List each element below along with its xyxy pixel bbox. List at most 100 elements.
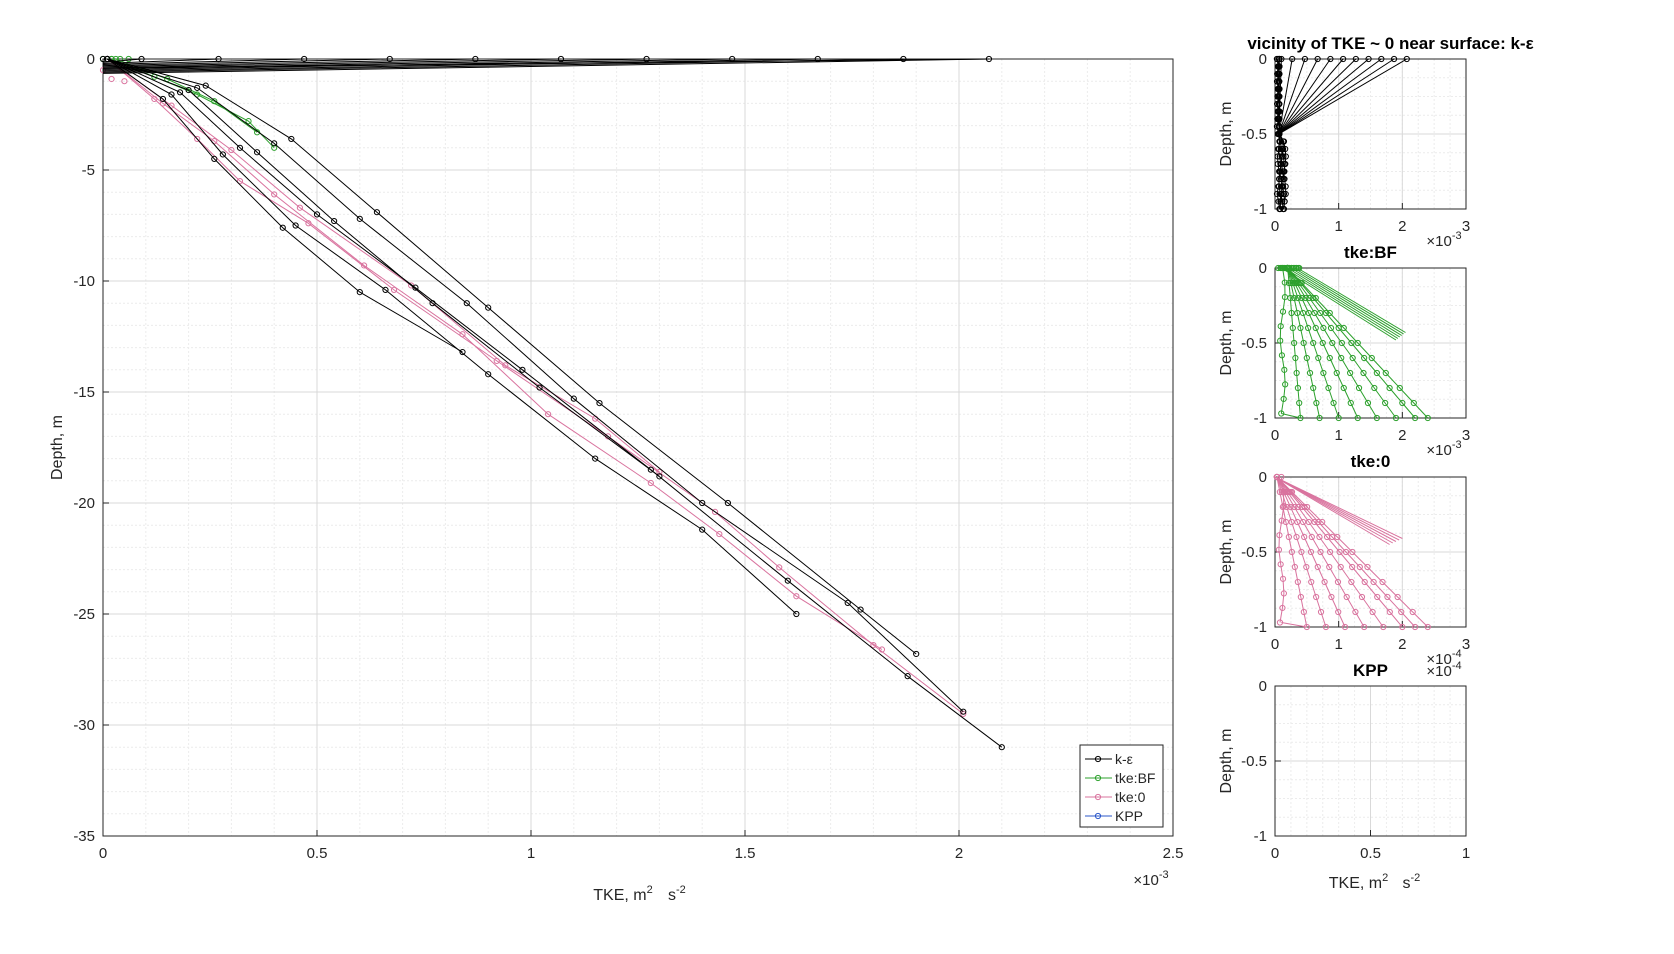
tke-bf-profile-4-marker xyxy=(1320,324,1327,332)
y-tick-label: 0 xyxy=(1259,469,1267,486)
series-0-profile-1-marker xyxy=(463,300,470,307)
x-scale-label: ×10-3 xyxy=(1426,439,1461,459)
tke-0-profile-2-marker xyxy=(1328,593,1335,601)
y-tick-label: -1 xyxy=(1254,410,1267,427)
series-0-profile-5-marker xyxy=(279,224,286,231)
tke-0-profile-1-marker xyxy=(1322,623,1330,631)
tke-0-profile-0-marker xyxy=(1300,608,1307,616)
tke-bf-profile-0-marker xyxy=(1288,309,1295,317)
tke-bf-profile-2-marker xyxy=(1299,309,1307,317)
tke-bf-profile-5-marker xyxy=(1382,399,1389,407)
tke-0-profile-1-marker xyxy=(1308,578,1315,586)
series-0-profile-2-marker xyxy=(699,526,706,533)
fan-line xyxy=(1278,58,1306,135)
y-axis-label: Depth, m xyxy=(1218,729,1235,794)
k-eps-top-line xyxy=(102,58,989,69)
tke-0-profile-0-marker xyxy=(1276,488,1284,496)
y-tick-label: -5 xyxy=(82,162,95,179)
series-2-profile-0-marker xyxy=(236,178,244,185)
tke-0-profile-3-marker xyxy=(1299,518,1307,526)
series-0-profile-0-marker xyxy=(784,577,791,584)
tke-0-profile-7-marker xyxy=(1379,578,1386,586)
tke-bf-profile-4-marker xyxy=(1364,399,1372,407)
tke-bf-near-zero-marker xyxy=(1277,323,1284,330)
near-zero-profile-marker xyxy=(1280,168,1287,175)
x-tick-label: 2 xyxy=(955,845,963,862)
x-axis-label: TKE, m2 xyxy=(1329,872,1388,892)
y-tick-label: -1 xyxy=(1254,828,1267,845)
tke-bf-fan-line xyxy=(1284,267,1399,339)
tke-bf-profile-3-marker xyxy=(1340,384,1347,392)
tke-bf-profile-7-marker xyxy=(1368,354,1375,362)
tke-0-profile-2-marker xyxy=(1314,563,1321,571)
y-tick-label: 0 xyxy=(1259,51,1267,68)
series-1-profile-1-marker xyxy=(211,98,218,105)
tke-bf-surface-marker xyxy=(1275,264,1282,272)
series-0-profile-1-marker xyxy=(194,84,201,91)
tke-0-profile-4-marker xyxy=(1326,548,1334,556)
x-scale-label: ×10-3 xyxy=(1426,230,1461,250)
y-tick-label: -1 xyxy=(1254,619,1267,636)
tke-bf-profile-0-marker xyxy=(1292,354,1299,362)
tke-bf-surface-marker xyxy=(1283,264,1291,272)
tke-0-profile-4-marker xyxy=(1337,563,1344,571)
y-tick-label: 0 xyxy=(1259,260,1267,277)
tke-bf-profile-1-marker xyxy=(1287,279,1295,287)
tke-bf-profile-5-marker xyxy=(1306,294,1313,302)
fan-line xyxy=(1278,58,1319,135)
tke-bf-surface-marker xyxy=(1295,264,1302,272)
tke-0-profile-3-marker xyxy=(1308,533,1315,541)
legend-label: tke:BF xyxy=(1115,770,1155,786)
fan-marker xyxy=(1365,55,1372,63)
surface-fan-line xyxy=(102,58,818,72)
tke-bf-profile-6 xyxy=(1286,267,1416,419)
fan-marker xyxy=(1314,55,1321,63)
y-tick-label: -0.5 xyxy=(1241,544,1267,561)
series-0-profile-0-marker xyxy=(647,466,654,473)
series-0-profile-0-marker xyxy=(236,144,244,151)
tke-bf-profile-6-marker xyxy=(1411,414,1419,422)
series-0-profile-2-marker xyxy=(168,91,175,98)
tke-0-profile-4 xyxy=(1276,476,1384,628)
near-zero-profile-marker xyxy=(1280,205,1287,213)
tke-bf-near-zero-marker xyxy=(1277,337,1284,344)
tke-bf-profile-7-marker xyxy=(1424,414,1431,422)
tke-0-profile-1-marker xyxy=(1313,593,1320,601)
tke-bf-profile-4-marker xyxy=(1338,354,1345,362)
tke-0-profile-3 xyxy=(1276,476,1365,628)
series-1-profile-0-marker xyxy=(271,144,278,151)
y-tick-label: -25 xyxy=(73,606,95,623)
legend-swatch-marker xyxy=(1094,774,1102,782)
series-0-profile-1-marker xyxy=(271,140,278,147)
legend: k-ε tke:BF tke:0 KPP xyxy=(1079,744,1164,828)
tke-0-profile-6-marker xyxy=(1398,608,1405,616)
tke-bf-profile-0-marker xyxy=(1296,399,1303,407)
x-tick-label: 3 xyxy=(1462,427,1470,444)
series-2-profile-2-marker xyxy=(502,362,509,369)
x-scale-label: ×10-4 xyxy=(1426,660,1461,680)
tke-bf-profile-2-marker xyxy=(1289,279,1296,287)
surface-fan-line xyxy=(102,58,305,66)
near-zero-profile-marker xyxy=(1274,70,1281,78)
series-2-profile-1-marker xyxy=(159,100,167,107)
near-zero-profile-marker xyxy=(1275,93,1283,100)
x-axis-label-units: s-2 xyxy=(668,884,686,904)
series-0-profile-5-marker xyxy=(211,155,218,162)
near-zero-profile-marker xyxy=(1276,100,1283,108)
near-zero-profile-marker xyxy=(1274,115,1281,123)
near-zero-profile-marker xyxy=(1274,100,1281,108)
tke-bf-profile-2-marker xyxy=(1315,354,1322,362)
tke-0-profile-1-marker xyxy=(1303,563,1310,571)
tke-bf-profile-7-marker xyxy=(1312,294,1319,302)
legend-swatch-marker xyxy=(1094,793,1102,801)
axes-frame xyxy=(1274,476,1467,628)
k-epsilon-inset-chart: 0 1 2 3 0 -0.5 -1 Depth, m vicinity of TKE ~ 0 n… xyxy=(1218,34,1534,250)
tke-bf-profile-0-marker xyxy=(1285,279,1293,287)
near-zero-profile-marker xyxy=(1275,198,1282,205)
tke-bf-fan-line xyxy=(1293,267,1404,335)
tke-0-profile-0-marker xyxy=(1288,548,1295,556)
series-0-profile-2-marker xyxy=(219,151,226,158)
fan-line xyxy=(1278,58,1331,135)
fan-line xyxy=(1278,58,1357,135)
series-0-profile-2-marker xyxy=(485,371,492,378)
